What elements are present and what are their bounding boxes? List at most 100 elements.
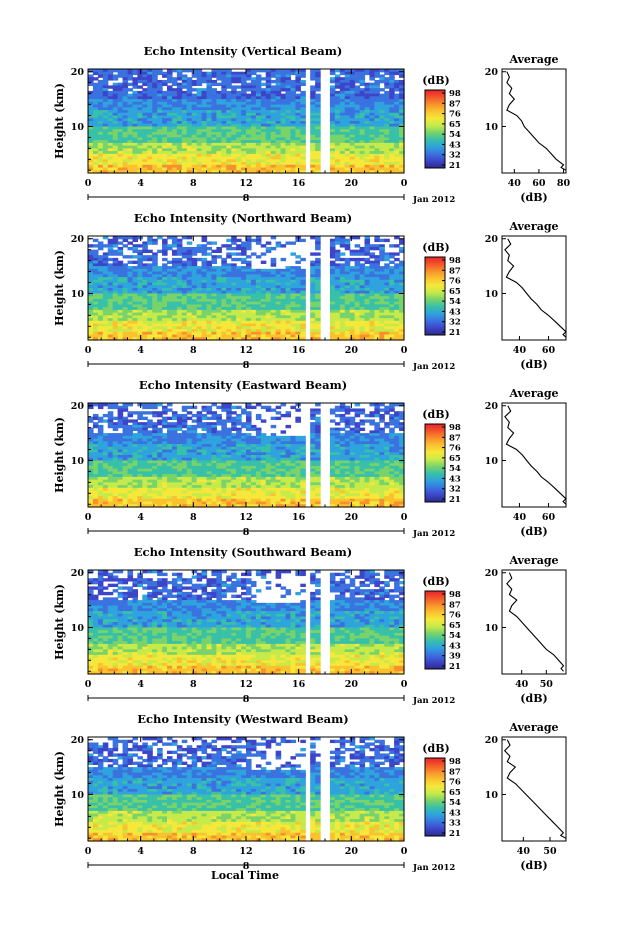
average-xtick-label: 50	[540, 679, 554, 690]
average-xtick-label: 60	[542, 345, 556, 356]
date-marker: 8	[243, 527, 250, 538]
heatmap-xtick-label: 20	[345, 345, 359, 356]
heatmap-xtick-label: 0	[401, 679, 408, 690]
date-label: Jan 2012	[412, 863, 455, 873]
heatmap-xtick-label: 4	[137, 512, 144, 523]
heatmap-ytick-label: 10	[71, 289, 85, 300]
average-xlabel: (dB)	[520, 692, 547, 705]
heatmap-xtick-label: 0	[85, 512, 92, 523]
colorbar-tick-label: 87	[449, 600, 461, 610]
heatmap-cells	[88, 737, 405, 842]
colorbar-unit: (dB)	[422, 74, 449, 87]
colorbar-tick-label: 98	[449, 757, 461, 767]
colorbar-unit: (dB)	[422, 575, 449, 588]
heatmap-xtick-label: 16	[292, 345, 306, 356]
average-ytick-label: 20	[485, 735, 499, 746]
average-profile-line	[504, 238, 567, 338]
average-profile-line	[504, 405, 567, 505]
average-xlabel: (dB)	[520, 358, 547, 371]
colorbar-tick-label: 87	[449, 99, 461, 109]
average-ytick-label: 10	[485, 790, 499, 801]
colorbar	[424, 89, 446, 169]
heatmap-cells	[88, 403, 405, 508]
average-frame	[501, 235, 567, 341]
colorbar-tick-label: 87	[449, 767, 461, 777]
colorbar-tick-label: 43	[449, 307, 461, 317]
heatmap-xtick-label: 0	[401, 345, 408, 356]
heatmap-ytick-label: 20	[71, 67, 85, 78]
date-label: Jan 2012	[412, 696, 455, 706]
heatmap-xtick-label: 16	[292, 178, 306, 189]
heatmap-ytick-label: 20	[71, 568, 85, 579]
colorbar-unit: (dB)	[422, 241, 449, 254]
date-label: Jan 2012	[412, 529, 455, 539]
heatmap-title: Echo Intensity (Westward Beam)	[137, 712, 348, 726]
colorbar-tick-label: 33	[449, 819, 461, 829]
colorbar-tick-label: 32	[449, 485, 461, 495]
heatmap-ytick-label: 20	[71, 735, 85, 746]
heatmap-xtick-label: 0	[85, 345, 92, 356]
average-title: Average	[508, 721, 558, 734]
heatmap-title: Echo Intensity (Vertical Beam)	[144, 44, 343, 58]
colorbar-tick-label: 21	[449, 328, 461, 338]
average-frame	[501, 68, 567, 174]
heatmap-xtick-label: 12	[239, 512, 252, 523]
average-profile-line	[503, 739, 567, 839]
colorbar-tick-label: 76	[449, 611, 461, 621]
average-xlabel: (dB)	[520, 525, 547, 538]
average-xtick-label: 40	[513, 345, 527, 356]
heatmap-xtick-label: 12	[239, 345, 252, 356]
heatmap-xtick-label: 12	[239, 178, 252, 189]
colorbar-tick-label: 43	[449, 474, 461, 484]
heatmap-title: Echo Intensity (Northward Beam)	[134, 211, 352, 225]
colorbar-tick-label: 65	[449, 621, 461, 631]
heatmap-ytick-label: 20	[71, 234, 85, 245]
colorbar-tick-label: 65	[449, 120, 461, 130]
average-ytick-label: 10	[485, 289, 499, 300]
colorbar-tick-label: 39	[449, 652, 461, 662]
colorbar-tick-label: 98	[449, 423, 461, 433]
average-xtick-label: 80	[557, 178, 571, 189]
panels: Echo Intensity (Vertical Beam) 20 10 Height…	[53, 44, 571, 873]
average-frame	[501, 736, 567, 842]
heatmap-xtick-label: 8	[190, 512, 197, 523]
colorbar	[424, 423, 446, 503]
date-label: Jan 2012	[412, 362, 455, 372]
colorbar-tick-label: 87	[449, 433, 461, 443]
colorbar-tick-label: 65	[449, 454, 461, 464]
heatmap-xtick-label: 20	[345, 512, 359, 523]
average-frame	[501, 402, 567, 508]
heatmap-xtick-label: 4	[137, 178, 144, 189]
colorbar-tick-label: 21	[449, 662, 461, 672]
colorbar-tick-label: 65	[449, 788, 461, 798]
colorbar-tick-label: 43	[449, 808, 461, 818]
average-xtick-label: 40	[513, 512, 527, 523]
heatmap-xtick-label: 4	[137, 345, 144, 356]
date-marker: 8	[243, 360, 250, 371]
average-ytick-label: 10	[485, 623, 499, 634]
heatmap-ytick-label: 10	[71, 790, 85, 801]
colorbar-tick-label: 65	[449, 287, 461, 297]
average-xtick-label: 40	[515, 679, 529, 690]
average-ytick-label: 20	[485, 234, 499, 245]
heatmap-ylabel: Height (km)	[53, 584, 66, 660]
colorbar-tick-label: 76	[449, 110, 461, 120]
colorbar-tick-label: 76	[449, 277, 461, 287]
panel-1: Echo Intensity (Northward Beam) 20 10 Heigh…	[53, 211, 567, 372]
colorbar-tick-label: 43	[449, 641, 461, 651]
heatmap-cells	[88, 69, 405, 174]
average-ytick-label: 20	[485, 401, 499, 412]
average-ytick-label: 10	[485, 122, 499, 133]
colorbar	[424, 590, 446, 670]
heatmap-ytick-label: 10	[71, 456, 85, 467]
average-ytick-label: 20	[485, 568, 499, 579]
average-frame	[501, 569, 567, 675]
heatmap-xtick-label: 4	[137, 679, 144, 690]
panel-4: Echo Intensity (Westward Beam) 20 10 Height…	[53, 712, 567, 873]
colorbar-unit: (dB)	[422, 408, 449, 421]
heatmap-xtick-label: 12	[239, 679, 252, 690]
heatmap-ytick-label: 20	[71, 401, 85, 412]
average-xtick-label: 40	[508, 178, 522, 189]
colorbar-tick-label: 54	[449, 631, 461, 641]
